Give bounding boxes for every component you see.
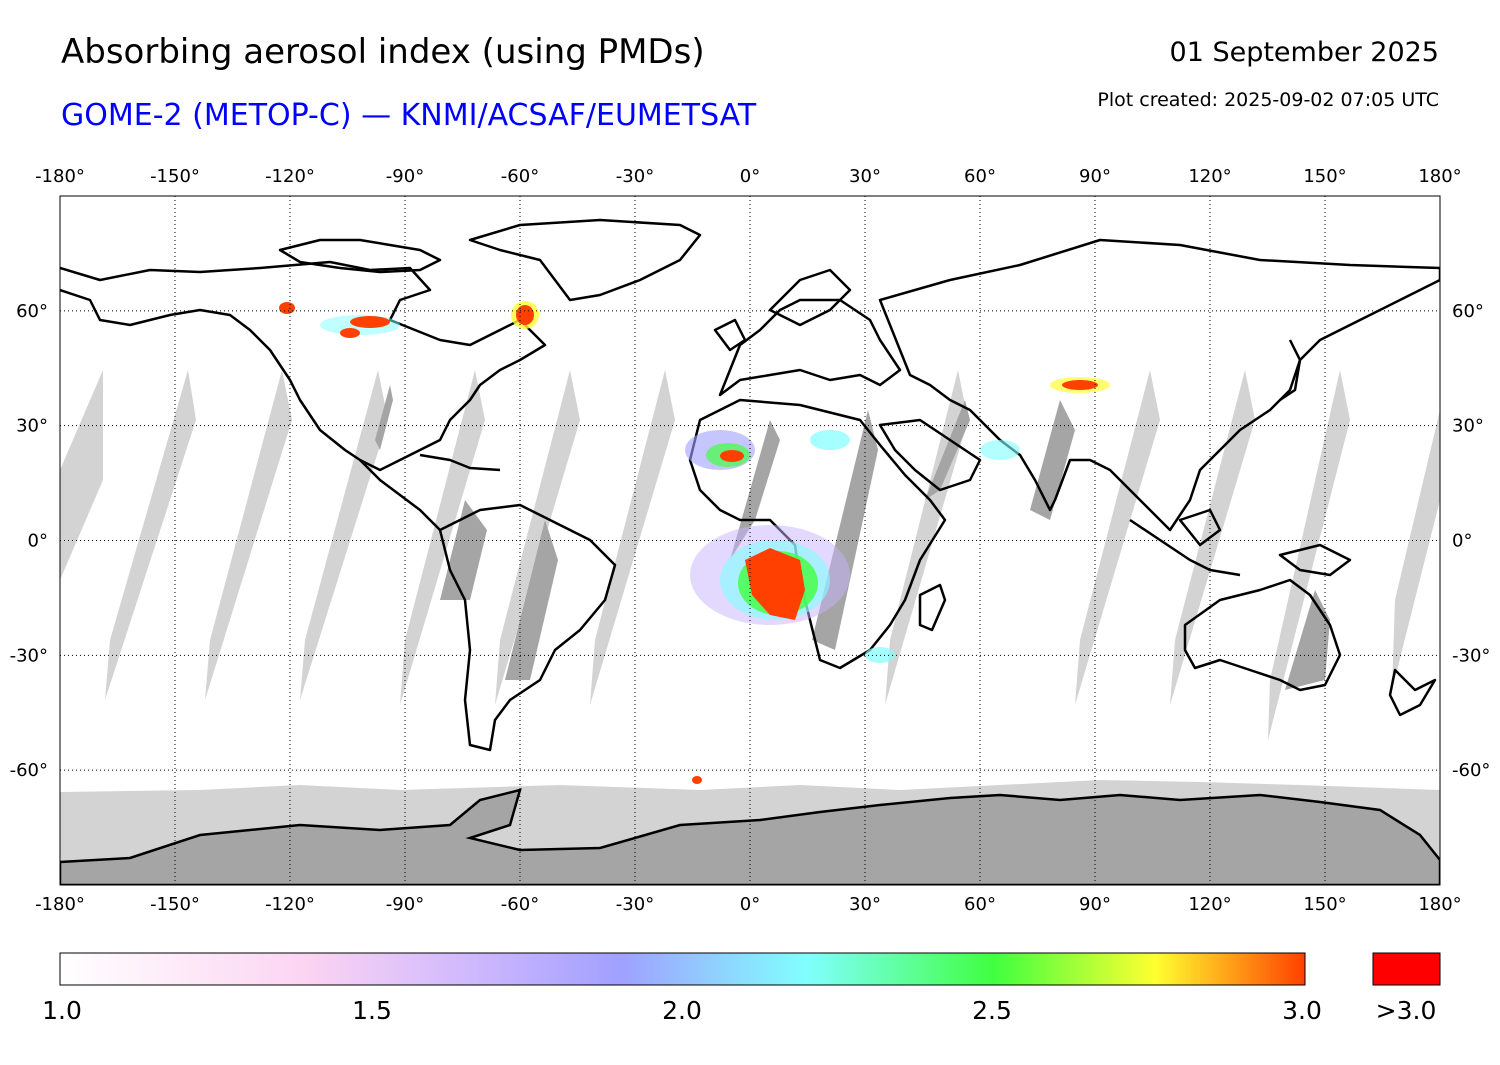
aerosol-plumes [279, 301, 1110, 784]
longitude-labels-top: -180° -150° -120° -90° -60° -30° 0° 30° 60° 90° 12… [35, 166, 1462, 187]
colorbar-tick: 3.0 [1282, 996, 1322, 1025]
latitude-label: 60° [16, 301, 48, 322]
longitude-label: -150° [150, 894, 200, 915]
colorbar-tick: 2.5 [972, 996, 1012, 1025]
latitude-label: -30° [10, 645, 48, 666]
longitude-label: -30° [616, 894, 654, 915]
colorbar-tick: 1.0 [42, 996, 82, 1025]
latitude-label: -60° [1452, 760, 1490, 781]
colorbar-overflow-box [1372, 952, 1441, 986]
longitude-label: -90° [386, 166, 424, 187]
longitude-label: 180° [1418, 894, 1461, 915]
longitude-label: -60° [501, 166, 539, 187]
latitude-label: 30° [16, 416, 48, 437]
longitude-label: 0° [740, 894, 760, 915]
latitude-label: 60° [1452, 301, 1484, 322]
map-date: 01 September 2025 [1169, 37, 1439, 68]
colorbar-tick: 1.5 [352, 996, 392, 1025]
latitude-label: 30° [1452, 416, 1484, 437]
map-subtitle: GOME-2 (METOP-C) — KNMI/ACSAF/EUMETSAT [61, 98, 757, 133]
longitude-label: -180° [35, 166, 85, 187]
longitude-label: -120° [265, 894, 315, 915]
longitude-label: -90° [386, 894, 424, 915]
longitude-label: 30° [849, 166, 881, 187]
no-data-swaths [60, 370, 1440, 740]
antarctica [60, 788, 1440, 885]
longitude-label: -180° [35, 894, 85, 915]
graticule [60, 196, 1440, 885]
latitude-label: 0° [28, 531, 48, 552]
map-frame [59, 195, 1441, 886]
map-title: Absorbing aerosol index (using PMDs) [61, 32, 705, 72]
longitude-label: -60° [501, 894, 539, 915]
longitude-label: -30° [616, 166, 654, 187]
longitude-label: 180° [1418, 166, 1461, 187]
plot-created-timestamp: Plot created: 2025-09-02 07:05 UTC [1097, 89, 1439, 111]
longitude-label: -150° [150, 166, 200, 187]
colorbar-overflow-label: >3.0 [1375, 996, 1437, 1025]
latitude-label: -30° [1452, 645, 1490, 666]
longitude-label: -120° [265, 166, 315, 187]
latitude-label: 0° [1452, 531, 1472, 552]
longitude-label: 90° [1079, 894, 1111, 915]
longitude-label: 150° [1303, 894, 1346, 915]
longitude-label: 60° [964, 894, 996, 915]
longitude-label: 30° [849, 894, 881, 915]
longitude-label: 90° [1079, 166, 1111, 187]
latitude-labels-right: 60° 30° 0° -30° -60° [1452, 301, 1490, 781]
longitude-label: 150° [1303, 166, 1346, 187]
latitude-label: -60° [10, 760, 48, 781]
longitude-labels-bottom: -180° -150° -120° -90° -60° -30° 0° 30° 60° 90° 12… [35, 894, 1462, 915]
longitude-label: 120° [1188, 166, 1231, 187]
latitude-labels-left: 60° 30° 0° -30° -60° [10, 301, 48, 781]
longitude-label: 120° [1188, 894, 1231, 915]
colorbar-tick: 2.0 [662, 996, 702, 1025]
colorbar [59, 952, 1306, 986]
longitude-label: 0° [740, 166, 760, 187]
longitude-label: 60° [964, 166, 996, 187]
